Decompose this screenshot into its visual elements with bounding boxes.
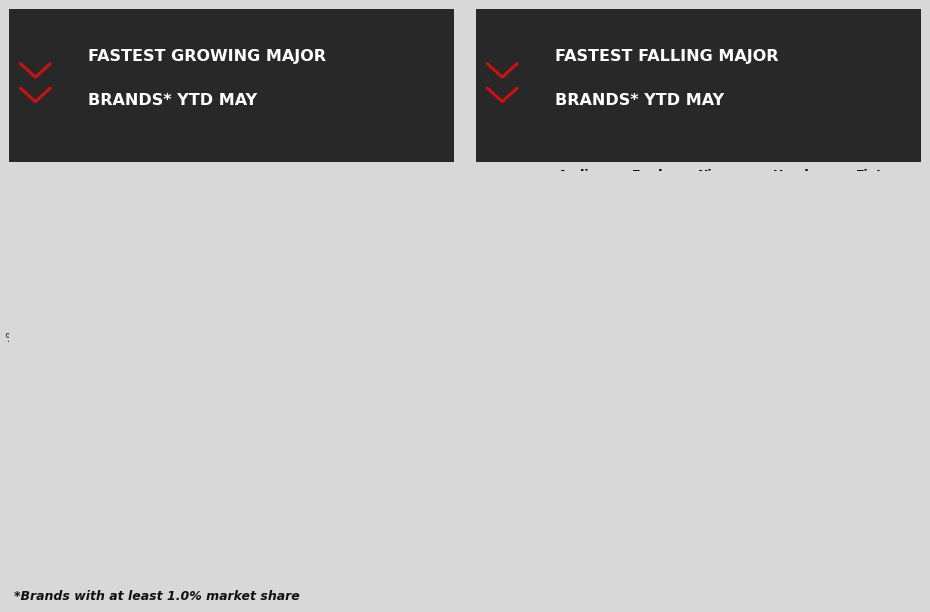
Bar — [161, 232, 201, 490]
Bar — [234, 396, 275, 490]
Text: %: % — [475, 332, 487, 345]
Bar — [382, 439, 423, 490]
Text: *Brands with at least 1.0% market share: *Brands with at least 1.0% market share — [14, 590, 299, 603]
Text: BRANDS* YTD MAY: BRANDS* YTD MAY — [555, 94, 724, 108]
Bar — [309, 403, 349, 490]
Bar — [628, 187, 668, 269]
Bar — [849, 187, 890, 432]
Bar — [86, 191, 127, 490]
Text: FASTEST GROWING MAJOR: FASTEST GROWING MAJOR — [88, 49, 326, 64]
Text: BRANDS* YTD MAY: BRANDS* YTD MAY — [88, 94, 258, 108]
Bar — [553, 187, 594, 250]
Bar — [701, 187, 742, 272]
Text: %: % — [5, 332, 17, 345]
Text: FASTEST FALLING MAJOR: FASTEST FALLING MAJOR — [555, 49, 778, 64]
Bar — [776, 187, 816, 277]
